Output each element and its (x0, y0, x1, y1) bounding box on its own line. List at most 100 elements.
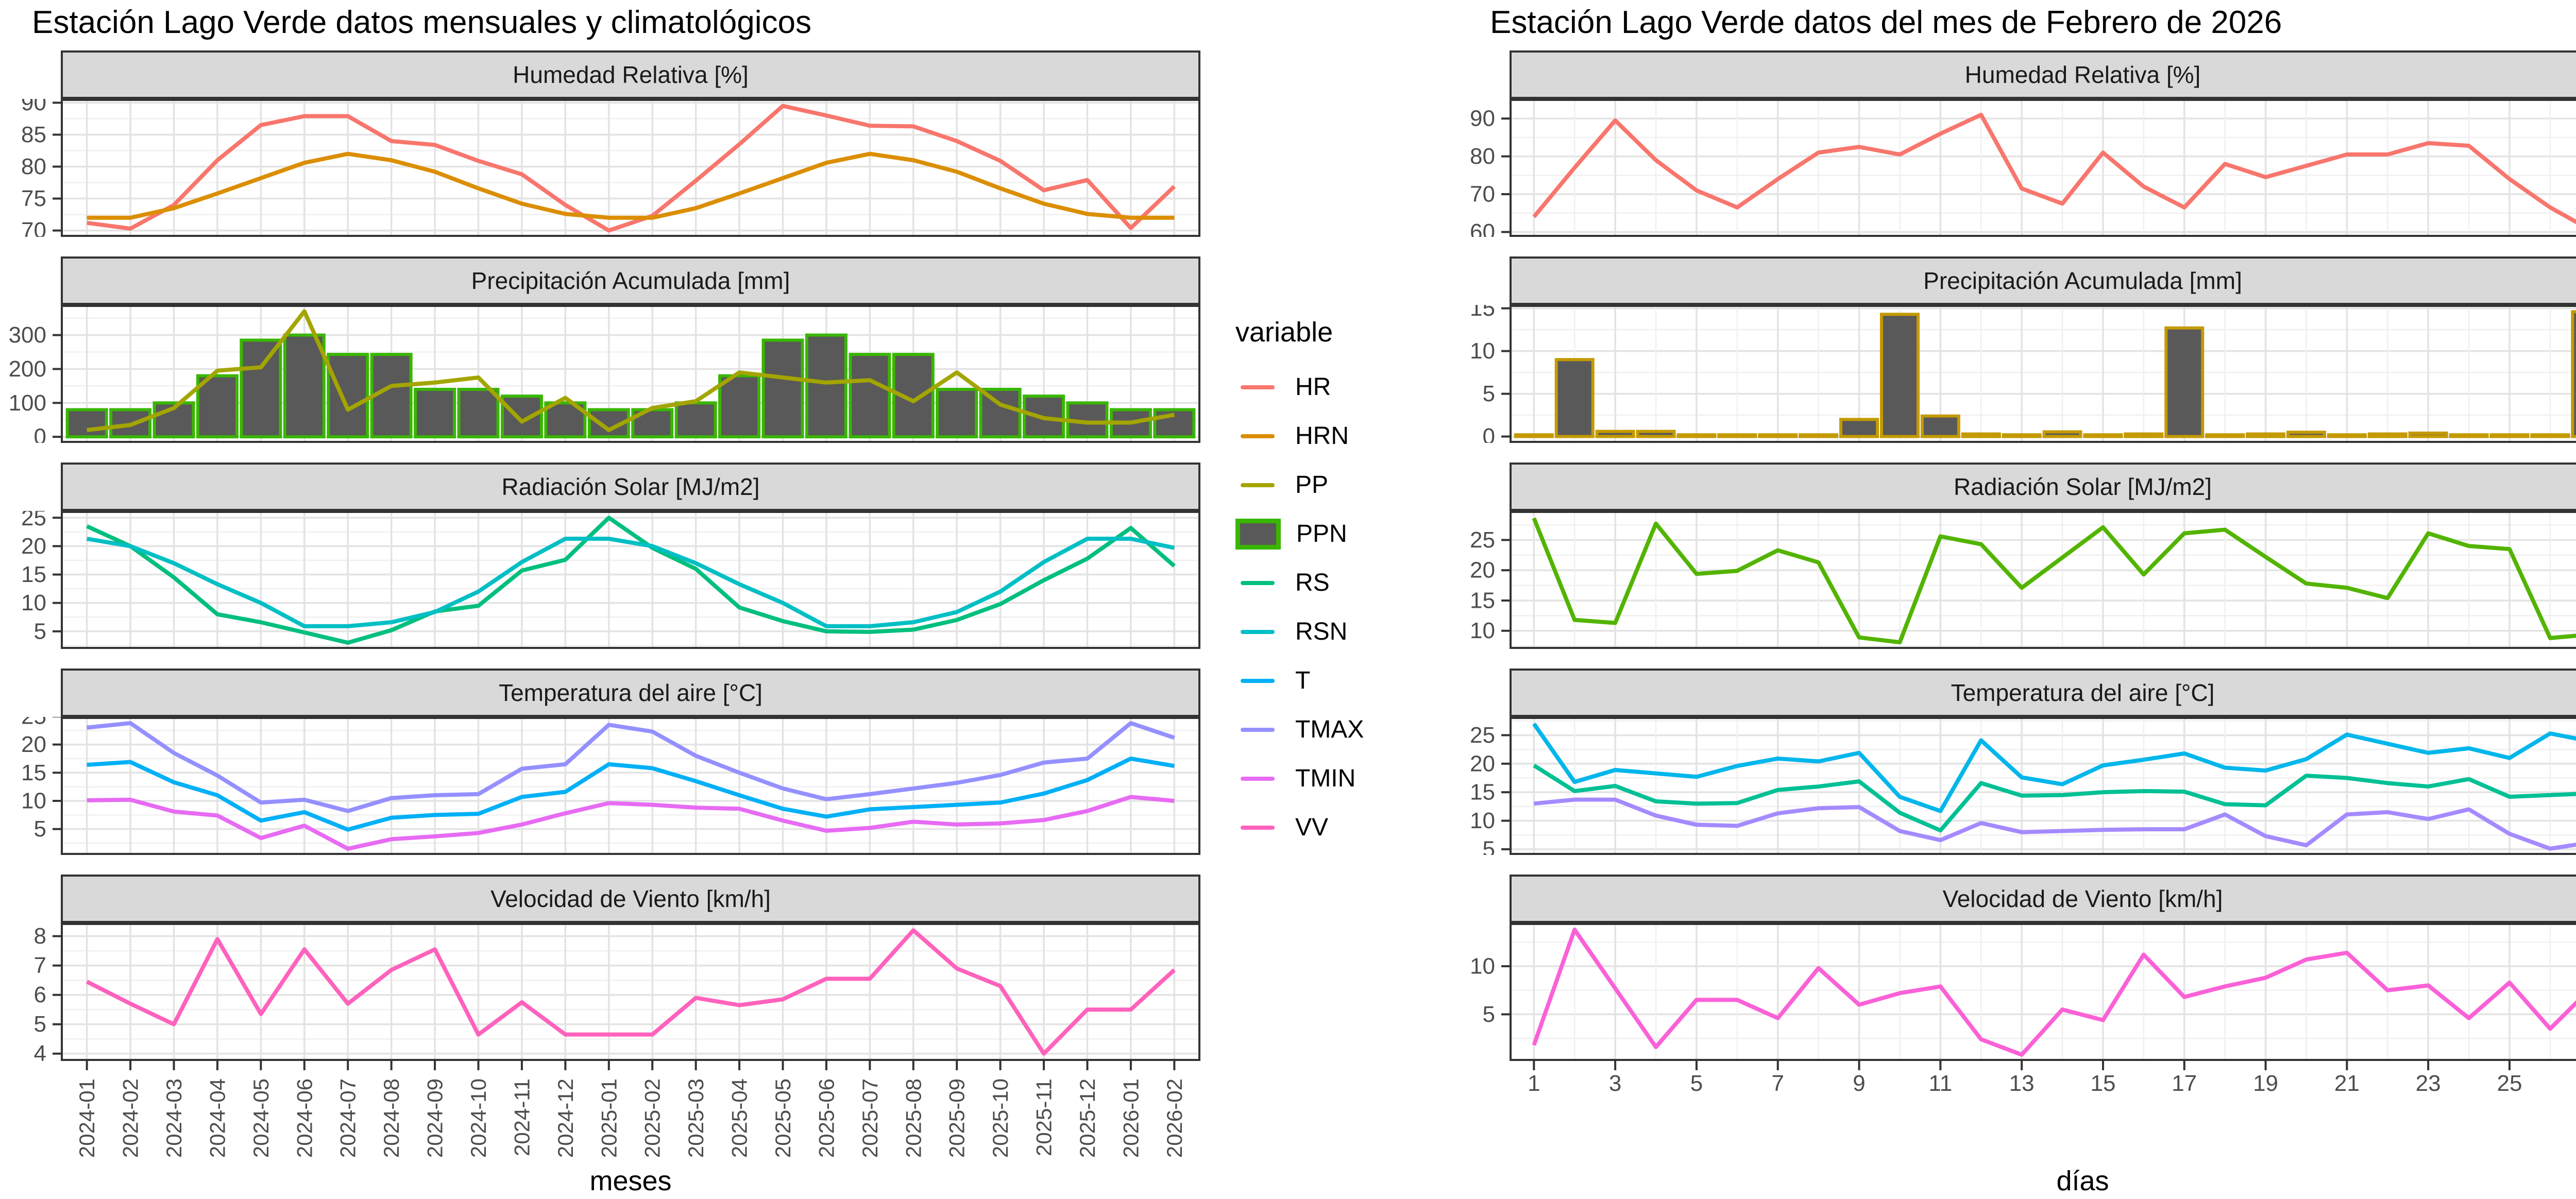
svg-text:8: 8 (34, 923, 46, 949)
svg-text:75: 75 (21, 186, 46, 211)
svg-text:2024-03: 2024-03 (162, 1078, 186, 1158)
svg-text:15: 15 (1470, 588, 1495, 613)
svg-text:10: 10 (21, 788, 46, 813)
svg-text:2025-08: 2025-08 (901, 1078, 925, 1158)
svg-text:2025-12: 2025-12 (1075, 1078, 1099, 1158)
left-panel-strip-humedad-label: Humedad Relativa [%] (513, 61, 749, 88)
svg-text:0: 0 (1483, 424, 1495, 443)
svg-text:10: 10 (21, 590, 46, 615)
legend-entry-hrn: HRN (1235, 412, 1405, 460)
legend-label-pp: PP (1295, 471, 1329, 499)
legend-entry-vv: VV (1235, 803, 1405, 852)
right-panel-strip-temperatura-label: Temperatura del aire [°C] (1951, 679, 2215, 706)
svg-text:70: 70 (1470, 182, 1495, 207)
left-legend-entries: HR HRN PP PPN RS RSN T TMAX TMIN VV (1235, 363, 1405, 852)
svg-text:300: 300 (9, 322, 46, 348)
svg-text:90: 90 (1470, 106, 1495, 131)
svg-text:80: 80 (1470, 144, 1495, 169)
svg-text:5: 5 (34, 619, 46, 644)
svg-text:6: 6 (34, 982, 46, 1007)
svg-text:15: 15 (21, 562, 46, 587)
svg-text:0: 0 (34, 424, 46, 443)
left-panel-strip-radiacion-label: Radiación Solar [MJ/m2] (501, 473, 760, 500)
svg-text:25: 25 (21, 717, 46, 729)
svg-text:2024-12: 2024-12 (553, 1078, 578, 1158)
legend-entry-rsn: RSN (1235, 607, 1405, 656)
svg-text:2025-06: 2025-06 (814, 1078, 838, 1158)
svg-text:2024-07: 2024-07 (336, 1078, 360, 1158)
svg-text:25: 25 (2497, 1071, 2522, 1096)
svg-text:2024-01: 2024-01 (75, 1078, 99, 1158)
svg-text:2024-09: 2024-09 (423, 1078, 447, 1158)
svg-text:2024-02: 2024-02 (118, 1078, 143, 1158)
left-panel-plot-radiacion: 5 10 15 20 25 (21, 511, 1200, 649)
right-panel-strip-temperatura: Temperatura del aire [°C] (1510, 669, 2576, 717)
svg-text:15: 15 (1470, 780, 1495, 805)
svg-text:11: 11 (1929, 1071, 1953, 1096)
left-legend-title: variable (1235, 317, 1333, 348)
svg-text:5: 5 (1483, 381, 1495, 406)
right-panel-strip-humedad: Humedad Relativa [%] (1510, 50, 2576, 99)
svg-text:200: 200 (9, 356, 46, 382)
svg-text:23: 23 (2416, 1071, 2441, 1096)
left-chart-title: Estación Lago Verde datos mensuales y cl… (32, 5, 811, 40)
legend-label-ppn: PPN (1296, 520, 1347, 547)
right-x-axis-title: días (2056, 1166, 2109, 1196)
right-panel-strip-precipitacion-label: Precipitación Acumulada [mm] (1923, 267, 2242, 294)
legend-line-swatch-rsn (1241, 629, 1275, 634)
svg-text:2025-09: 2025-09 (945, 1078, 969, 1158)
legend-line-swatch-vv (1241, 825, 1275, 830)
svg-text:2024-10: 2024-10 (466, 1078, 490, 1158)
left-panel-plot-viento: 4 5 6 7 8 (34, 923, 1200, 1061)
svg-text:1: 1 (1528, 1071, 1540, 1096)
legend-line-swatch-rs (1241, 580, 1275, 585)
legend-label-vv: VV (1295, 814, 1329, 841)
svg-text:2025-05: 2025-05 (771, 1078, 795, 1158)
legend-label-tmin: TMIN (1295, 765, 1356, 792)
svg-text:2025-11: 2025-11 (1032, 1078, 1056, 1156)
svg-text:25: 25 (21, 511, 46, 530)
left-panel-strip-radiacion: Radiación Solar [MJ/m2] (61, 463, 1200, 511)
svg-text:80: 80 (21, 154, 46, 179)
svg-text:10: 10 (1470, 954, 1495, 979)
svg-text:25: 25 (1470, 723, 1495, 748)
right-panel-plot-radiacion: 10 15 20 25 (1470, 511, 2576, 649)
legend-line-swatch-tmax (1241, 727, 1275, 732)
left-panel-strip-precipitacion: Precipitación Acumulada [mm] (61, 256, 1200, 305)
svg-text:7: 7 (1772, 1071, 1784, 1096)
right-panel-plot-temperatura: 5 10 15 20 25 (1470, 717, 2576, 855)
right-panel-strip-radiacion-label: Radiación Solar [MJ/m2] (1953, 473, 2212, 500)
left-panel-strip-humedad: Humedad Relativa [%] (61, 50, 1200, 99)
svg-text:15: 15 (2090, 1071, 2115, 1096)
svg-text:5: 5 (1690, 1071, 1703, 1096)
svg-text:7: 7 (34, 953, 46, 978)
svg-text:2026-01: 2026-01 (1118, 1078, 1143, 1158)
legend-entry-ppn: PPN (1235, 509, 1405, 558)
svg-text:21: 21 (2334, 1071, 2360, 1096)
svg-text:2024-05: 2024-05 (249, 1078, 273, 1158)
legend-entry-hr: HR (1235, 363, 1405, 412)
legend-bar-swatch-ppn (1235, 518, 1281, 550)
svg-text:2024-04: 2024-04 (205, 1078, 229, 1158)
right-panel-plot-humedad: 60 70 80 90 (1470, 99, 2576, 237)
legend-label-hr: HR (1295, 373, 1331, 401)
legend-entry-tmax: TMAX (1235, 705, 1405, 754)
svg-text:100: 100 (9, 390, 46, 416)
legend-label-rsn: RSN (1295, 618, 1348, 645)
right-panel-strip-radiacion: Radiación Solar [MJ/m2] (1510, 463, 2576, 511)
svg-text:2025-07: 2025-07 (858, 1078, 882, 1158)
svg-text:2024-06: 2024-06 (292, 1078, 316, 1158)
left-panel-strip-temperatura-label: Temperatura del aire [°C] (499, 679, 762, 706)
left-legend: variable HR HRN PP PPN RS RSN T TMAX TMIN VV (1235, 316, 1405, 852)
legend-label-rs: RS (1295, 569, 1330, 596)
svg-text:10: 10 (1470, 808, 1495, 833)
svg-text:5: 5 (1483, 1002, 1495, 1027)
legend-label-tmax: TMAX (1295, 716, 1364, 743)
left-panel-strip-temperatura: Temperatura del aire [°C] (61, 669, 1200, 717)
svg-text:60: 60 (1470, 219, 1495, 237)
legend-entry-t: T (1235, 656, 1405, 705)
right-panel-plot-precipitacion: 0 5 10 15 (1470, 305, 2576, 443)
right-chart-title: Estación Lago Verde datos del mes de Feb… (1490, 5, 2282, 40)
right-panel-strip-precipitacion: Precipitación Acumulada [mm] (1510, 256, 2576, 305)
